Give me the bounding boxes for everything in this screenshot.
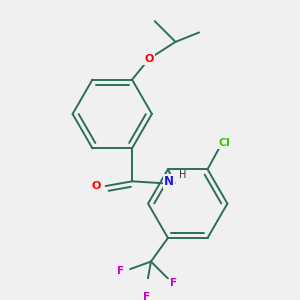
Text: N: N [164, 175, 174, 188]
Text: Cl: Cl [219, 138, 230, 148]
Text: O: O [92, 181, 101, 191]
Text: O: O [144, 54, 154, 64]
Text: F: F [170, 278, 177, 288]
Text: H: H [179, 170, 187, 180]
Text: F: F [143, 292, 150, 300]
Text: F: F [117, 266, 124, 276]
